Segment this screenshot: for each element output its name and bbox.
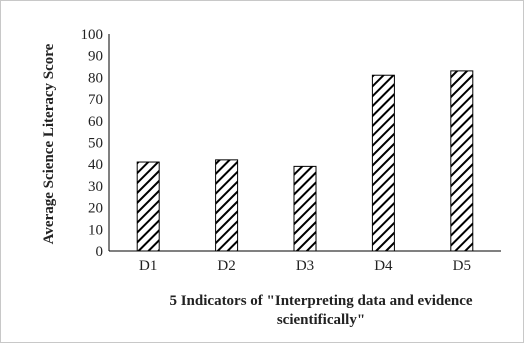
x-axis-title-line-1: 5 Indicators of "Interpreting data and e…	[169, 293, 472, 309]
bar-d5	[450, 70, 474, 252]
bar-d3	[293, 165, 317, 252]
y-tick-label-40: 40	[88, 157, 103, 173]
y-tick-label-100: 100	[81, 27, 104, 43]
x-tick-label-d3: D3	[296, 258, 314, 274]
y-tick-label-70: 70	[88, 92, 103, 108]
x-tick-label-d5: D5	[453, 258, 471, 274]
y-tick-label-10: 10	[88, 222, 103, 238]
x-tick-label-d1: D1	[139, 258, 157, 274]
x-axis-ticks: D1 D2 D3 D4 D5	[139, 258, 471, 274]
x-tick-label-d2: D2	[217, 258, 235, 274]
x-tick-label-d4: D4	[374, 258, 393, 274]
y-tick-label-50: 50	[88, 136, 103, 152]
bars	[136, 70, 474, 252]
bar-d1	[136, 161, 160, 252]
y-axis-title: Average Science Literacy Score	[41, 43, 57, 244]
y-tick-label-60: 60	[88, 114, 103, 130]
y-tick-label-0: 0	[96, 244, 104, 260]
y-tick-label-30: 30	[88, 179, 103, 195]
bar-d4	[371, 74, 395, 252]
x-axis-title-line-2: scientifically"	[277, 312, 365, 328]
y-axis-ticks: 0 10 20 30 40 50 60 70 80 90 100	[81, 27, 104, 260]
bar-d2	[215, 159, 239, 252]
y-tick-label-80: 80	[88, 70, 103, 86]
y-tick-label-90: 90	[88, 49, 103, 65]
y-tick-label-20: 20	[88, 201, 103, 217]
